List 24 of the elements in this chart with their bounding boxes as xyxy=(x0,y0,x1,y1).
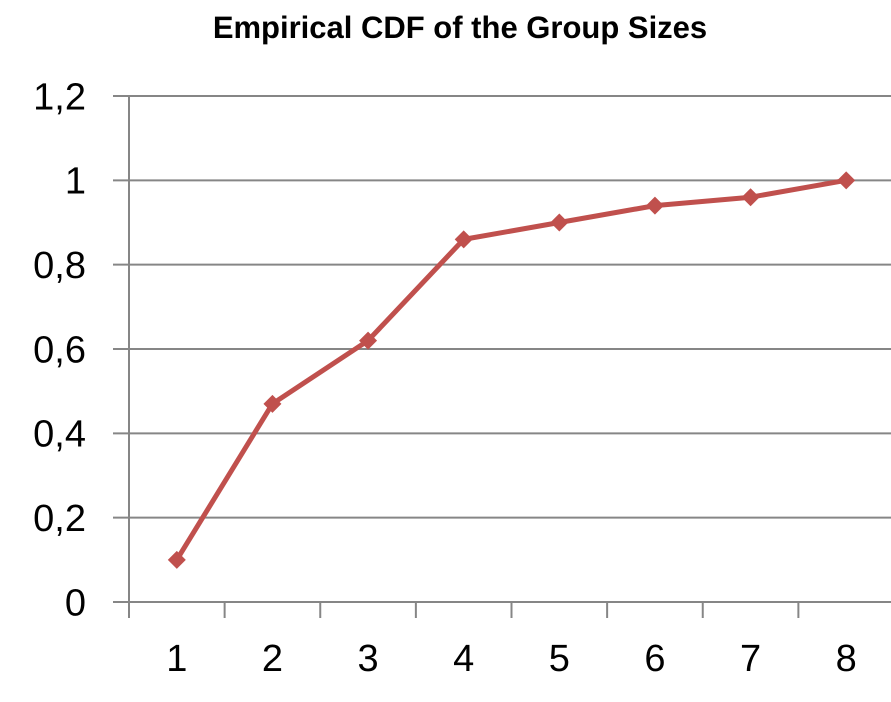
x-tick-label: 6 xyxy=(644,638,666,680)
x-tick-label: 1 xyxy=(166,638,188,680)
y-tick-label: 1 xyxy=(64,160,86,203)
point xyxy=(550,214,568,232)
x-tick-label: 4 xyxy=(453,638,474,680)
point xyxy=(646,196,664,215)
y-tick-label: 0,8 xyxy=(33,244,86,287)
x-tick-label: 8 xyxy=(836,638,857,680)
y-tick-label: 1,2 xyxy=(33,76,86,118)
point xyxy=(263,394,282,413)
y-tick-label: 0 xyxy=(64,582,86,624)
x-tick-label: 2 xyxy=(262,638,284,680)
y-tick-label: 0,2 xyxy=(33,498,86,540)
point xyxy=(454,230,473,248)
point xyxy=(168,550,186,569)
chart-title: Empirical CDF of the Group Sizes xyxy=(212,10,708,45)
point xyxy=(837,171,856,190)
point xyxy=(359,332,378,350)
y-tick-label: 0,4 xyxy=(33,414,86,456)
y-tick-label: 0,6 xyxy=(33,329,86,372)
x-tick-label: 5 xyxy=(548,638,570,680)
x-tick-label: 7 xyxy=(740,638,762,680)
x-tick-label: 3 xyxy=(357,638,379,680)
point xyxy=(742,188,760,206)
